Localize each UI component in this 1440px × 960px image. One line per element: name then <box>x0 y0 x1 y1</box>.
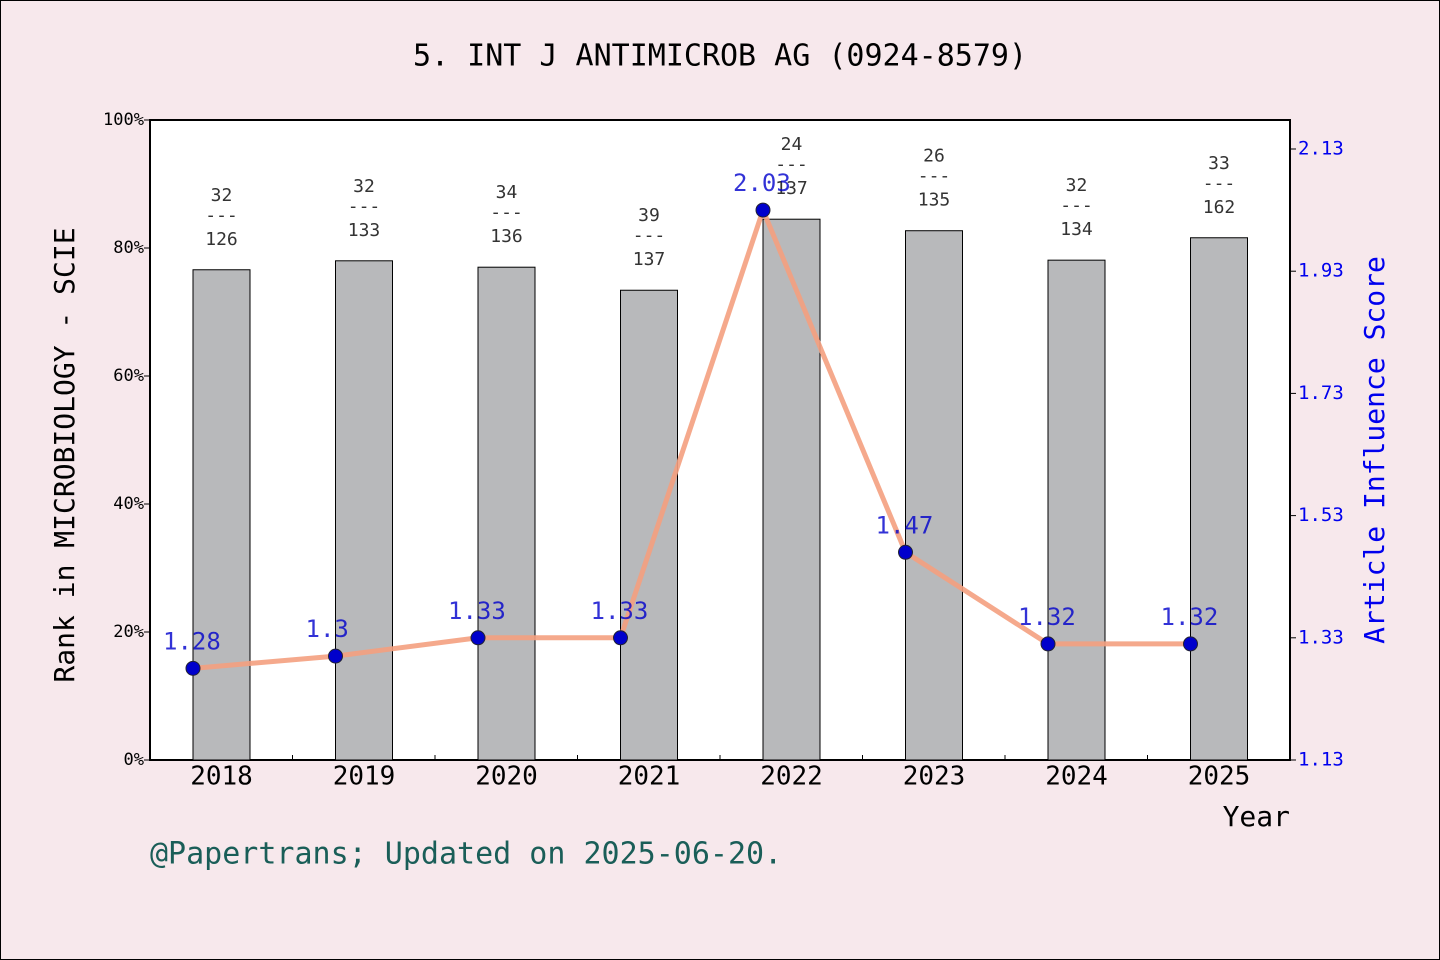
total-label: 126 <box>205 229 238 250</box>
rank-separator: --- <box>348 196 381 217</box>
x-tick-label: 2023 <box>903 762 966 792</box>
point <box>755 202 771 218</box>
y-tick-label: 60% <box>113 366 144 386</box>
rank-label: 34 <box>496 182 518 203</box>
y2-tick-label: 1.93 <box>1298 260 1344 282</box>
bar <box>905 230 963 761</box>
y2-axis-label: Article Influence Score <box>1358 256 1391 644</box>
rank-label: 32 <box>353 176 375 197</box>
x-tick-label: 2018 <box>190 762 253 792</box>
total-label: 134 <box>1060 219 1093 240</box>
x-tick-label: 2025 <box>1188 762 1251 792</box>
point <box>185 660 201 676</box>
footer: @Papertrans; Updated on 2025-06-20. <box>150 837 782 872</box>
y2-tick-label: 1.73 <box>1298 382 1344 404</box>
point <box>1183 636 1198 652</box>
rank-label: 39 <box>638 205 660 226</box>
total-label: 162 <box>1203 197 1236 218</box>
total-label: 137 <box>775 178 808 199</box>
rank-separator: --- <box>1203 173 1236 194</box>
point-label: 1.32 <box>1161 603 1219 631</box>
line <box>192 202 1191 671</box>
rank-separator: --- <box>633 225 666 246</box>
bar <box>192 269 251 761</box>
rank-separator: --- <box>918 166 951 187</box>
point-label: 1.33 <box>591 597 649 625</box>
x-axis-label: Year <box>1223 800 1290 833</box>
rank-label: 32 <box>1066 175 1088 196</box>
x-tick-label: 2020 <box>475 762 538 792</box>
y-tick-label: 100% <box>103 110 144 130</box>
y2-tick-label: 1.33 <box>1298 626 1344 648</box>
chart-title: 5. INT J ANTIMICROB AG (0924-8579) <box>413 39 1027 74</box>
total-label: 136 <box>490 226 523 247</box>
point <box>1040 636 1056 652</box>
point-label: 1.3 <box>306 615 349 643</box>
total-label: 135 <box>918 190 951 211</box>
point-label: 2.03 <box>733 169 791 197</box>
bar <box>1190 237 1248 761</box>
x-tick-label: 2019 <box>333 762 396 792</box>
y-tick-label: 20% <box>113 622 144 642</box>
total-label: 133 <box>348 220 381 241</box>
y-axis-label: Rank in MICROBIOLOGY - SCIE <box>48 227 81 682</box>
rank-separator: --- <box>1060 195 1093 216</box>
bar <box>620 289 678 761</box>
point-label: 1.47 <box>876 511 934 539</box>
point-label: 1.32 <box>1018 603 1076 631</box>
point-label: 1.28 <box>163 627 221 655</box>
point <box>898 544 913 560</box>
x-tick-label: 2021 <box>618 762 681 792</box>
bar <box>477 266 536 761</box>
rank-label: 32 <box>211 185 233 206</box>
plot-area <box>149 119 1291 761</box>
x-tick-label: 2024 <box>1045 762 1108 792</box>
y2-tick-label: 1.13 <box>1298 749 1344 771</box>
total-label: 137 <box>633 249 666 270</box>
y2-tick-label: 1.53 <box>1298 504 1344 526</box>
rank-separator: --- <box>775 154 808 175</box>
y-tick-label: 0% <box>124 750 144 770</box>
rank-label: 33 <box>1208 153 1230 174</box>
point-label: 1.33 <box>448 597 506 625</box>
bar <box>335 260 393 761</box>
point <box>470 630 486 646</box>
y-tick-label: 80% <box>113 238 144 258</box>
rank-separator: --- <box>490 202 523 223</box>
bar <box>762 218 821 761</box>
bar <box>1047 259 1106 761</box>
x-tick-label: 2022 <box>760 762 823 792</box>
y-tick-label: 40% <box>113 494 144 514</box>
point <box>613 630 628 646</box>
rank-separator: --- <box>205 205 238 226</box>
point <box>328 648 343 664</box>
y2-tick-label: 2.13 <box>1298 138 1344 160</box>
rank-label: 24 <box>781 134 803 155</box>
rank-label: 26 <box>923 146 945 167</box>
